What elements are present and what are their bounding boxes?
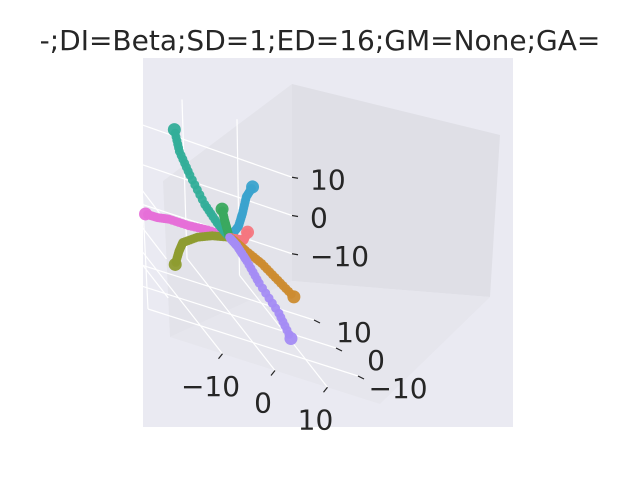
x-tick-label: −10: [181, 370, 240, 403]
back-wall-gridline-z: [74, 100, 293, 178]
left-wall-gridline-z: [76, 142, 167, 260]
y-tick-mark: [313, 319, 321, 324]
x-tick-label: 0: [254, 387, 272, 420]
x-tick-mark: [323, 386, 328, 393]
z-tick-label: −10: [310, 240, 369, 273]
back-wall-gridline-z: [76, 141, 293, 217]
data-series: [139, 123, 301, 345]
chart-title: -;DI=Beta;SD=1;ED=16;GM=None;GA=: [40, 24, 601, 57]
z-axis-ticks: −10 0 10: [291, 163, 369, 273]
grid: [74, 79, 359, 388]
y-tick-mark: [335, 347, 343, 352]
y-tick-label: −10: [368, 372, 427, 405]
y-tick-label: 10: [336, 316, 372, 349]
z-tick-label: 0: [310, 202, 328, 235]
z-tick-mark: [291, 176, 299, 179]
z-tick-mark: [291, 214, 299, 218]
data-point: [225, 233, 234, 242]
series-1: [168, 231, 234, 271]
floor-pane: [170, 281, 490, 404]
x-axis-ticks: −10 0 10: [181, 353, 334, 436]
x-tick-mark: [270, 370, 276, 376]
series-7: [225, 233, 298, 345]
right-pane: [292, 84, 500, 297]
floor-gridline-y: [125, 280, 337, 349]
y-tick-label: 0: [367, 344, 385, 377]
z-tick-mark: [291, 253, 299, 256]
left-wall-gridline-y: [94, 90, 105, 254]
x-tick-mark: [218, 353, 223, 360]
left-wall-gridline-z: [74, 100, 166, 221]
y-tick-mark: [357, 375, 365, 380]
x-tick-label: 10: [298, 403, 334, 436]
z-tick-label: 10: [310, 163, 346, 196]
